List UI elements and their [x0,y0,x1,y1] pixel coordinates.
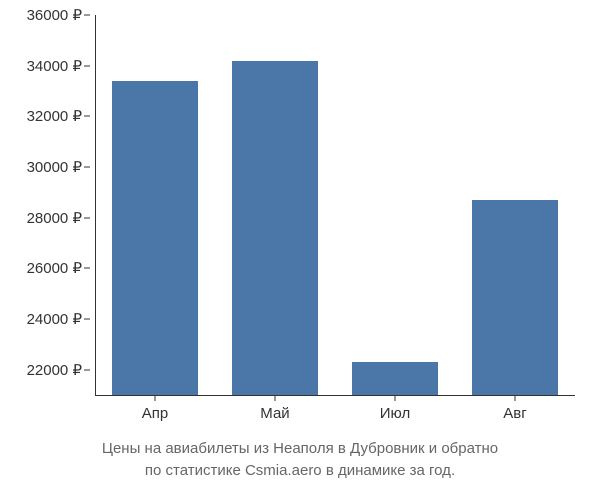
x-tick-label: Июл [380,405,410,422]
x-axis: Апр Май Июл Авг [95,395,575,435]
y-tick-label: 26000 ₽ [27,259,82,277]
y-tick-mark [84,217,90,218]
y-tick-mark [84,319,90,320]
y-tick-label: 22000 ₽ [27,361,82,379]
price-chart: 22000 ₽ 24000 ₽ 26000 ₽ 28000 ₽ 30000 ₽ 32000… [0,0,600,500]
y-tick-mark [84,15,90,16]
bar [232,61,318,395]
y-tick-label: 28000 ₽ [27,209,82,227]
x-tick-mark [395,395,396,401]
x-tick-label: Апр [142,405,168,422]
x-tick-label: Май [260,405,289,422]
y-tick-label: 36000 ₽ [27,6,82,24]
y-tick-mark [84,369,90,370]
caption-line-2: по статистике Csmia.aero в динамике за г… [145,462,455,479]
x-tick-label: Авг [503,405,526,422]
x-tick-mark [275,395,276,401]
x-tick-mark [515,395,516,401]
y-tick-label: 24000 ₽ [27,310,82,328]
bar [112,81,198,395]
bar [352,362,438,395]
plot-area [95,15,575,395]
y-tick-label: 34000 ₽ [27,57,82,75]
y-axis: 22000 ₽ 24000 ₽ 26000 ₽ 28000 ₽ 30000 ₽ 32000… [0,15,90,395]
y-tick-mark [84,116,90,117]
caption-line-1: Цены на авиабилеты из Неаполя в Дубровни… [102,440,498,457]
y-tick-label: 32000 ₽ [27,107,82,125]
y-tick-label: 30000 ₽ [27,158,82,176]
y-tick-mark [84,65,90,66]
y-tick-mark [84,268,90,269]
bar [472,200,558,395]
x-tick-mark [155,395,156,401]
chart-caption: Цены на авиабилеты из Неаполя в Дубровни… [0,438,600,482]
y-tick-mark [84,167,90,168]
